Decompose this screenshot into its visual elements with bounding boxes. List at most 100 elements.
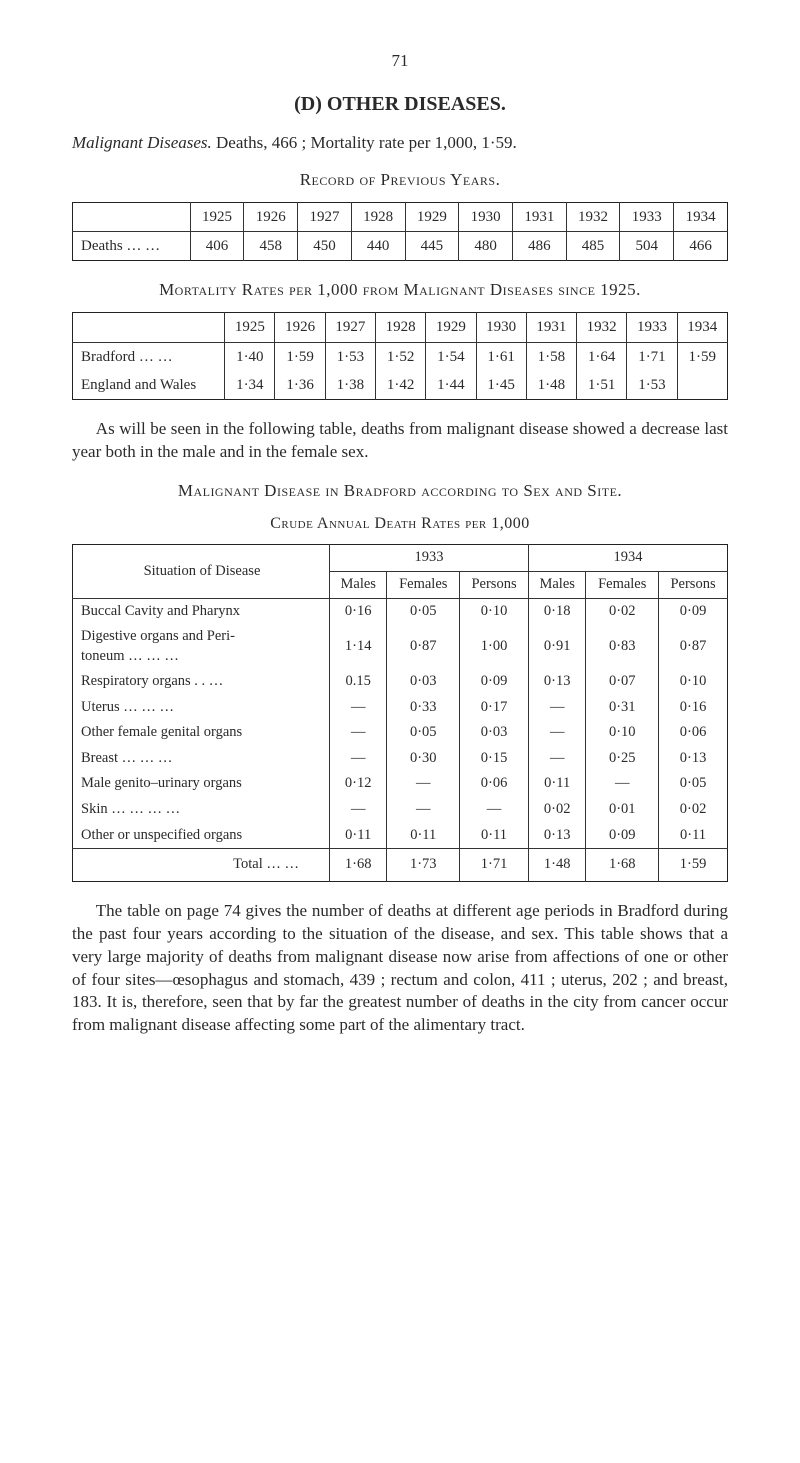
cell: 0·33 [387, 695, 460, 721]
cell: 466 [674, 232, 728, 261]
paragraph: As will be seen in the following table, … [72, 418, 728, 464]
year-header: 1925 [190, 202, 244, 231]
cell: 0·03 [460, 720, 529, 746]
year-header: 1926 [244, 202, 298, 231]
cell: 0·16 [659, 695, 728, 721]
row-label: Buccal Cavity and Pharynx [73, 598, 330, 624]
cell: 0·09 [659, 598, 728, 624]
row-label: Uterus … … … [73, 695, 330, 721]
cell: 0·11 [659, 823, 728, 849]
year-header: 1934 [528, 545, 727, 572]
cell: 1·36 [275, 371, 325, 400]
year-header: 1930 [476, 313, 526, 342]
cell: 0·30 [387, 746, 460, 772]
row-label: Skin … … … … [73, 797, 330, 823]
cell [677, 371, 727, 400]
row-label: Respiratory organs . . … [73, 669, 330, 695]
col-header: Males [330, 571, 387, 598]
cell: 0·02 [586, 598, 659, 624]
cell: 0·13 [528, 669, 585, 695]
cell: 1·71 [627, 342, 677, 371]
crude-heading: Crude Annual Death Rates per 1,000 [72, 513, 728, 535]
cell: — [330, 720, 387, 746]
year-header: 1933 [627, 313, 677, 342]
cell: 1·52 [375, 342, 425, 371]
table-row: Digestive organs and Peri- toneum … … …1… [73, 624, 728, 669]
cell: 0·03 [387, 669, 460, 695]
year-header: 1929 [405, 202, 459, 231]
cell: 450 [298, 232, 352, 261]
cell: 0·05 [387, 720, 460, 746]
row-label: Other or unspecified organs [73, 823, 330, 849]
cell: 0·02 [659, 797, 728, 823]
year-header: 1925 [225, 313, 275, 342]
cell: 1·44 [426, 371, 476, 400]
cell: 1·00 [460, 624, 529, 669]
year-header: 1934 [677, 313, 727, 342]
cell: 1·48 [528, 849, 585, 882]
cell: 1·71 [460, 849, 529, 882]
col-header: Persons [659, 571, 728, 598]
cell: 0·11 [330, 823, 387, 849]
cell: 0·83 [586, 624, 659, 669]
cell: 0·06 [460, 771, 529, 797]
cell: 0·09 [460, 669, 529, 695]
intro-line: Malignant Diseases. Deaths, 466 ; Mortal… [72, 132, 728, 155]
cell: — [528, 720, 585, 746]
year-header: 1931 [512, 202, 566, 231]
table-row: Bradford … … 1·40 1·59 1·53 1·52 1·54 1·… [73, 342, 728, 371]
cell: 0·87 [659, 624, 728, 669]
year-header: 1933 [330, 545, 529, 572]
cell: 0·31 [586, 695, 659, 721]
table-row: 1925 1926 1927 1928 1929 1930 1931 1932 … [73, 202, 728, 231]
cell: 0·13 [528, 823, 585, 849]
cell: 1·59 [659, 849, 728, 882]
col-header: Females [586, 571, 659, 598]
mortality-table: 1925 1926 1927 1928 1929 1930 1931 1932 … [72, 312, 728, 400]
cell: 406 [190, 232, 244, 261]
table-row: Other or unspecified organs0·110·110·110… [73, 823, 728, 849]
deaths-table: 1925 1926 1927 1928 1929 1930 1931 1932 … [72, 202, 728, 262]
cell: 445 [405, 232, 459, 261]
table-row: Other female genital organs—0·050·03—0·1… [73, 720, 728, 746]
table-row: Situation of Disease 1933 1934 [73, 545, 728, 572]
cell: 1·38 [325, 371, 375, 400]
page-number: 71 [72, 50, 728, 73]
cell: 504 [620, 232, 674, 261]
table-row: Respiratory organs . . …0.150·030·090·13… [73, 669, 728, 695]
cell: 1·59 [275, 342, 325, 371]
table-row: Deaths … … 406 458 450 440 445 480 486 4… [73, 232, 728, 261]
cell: 440 [351, 232, 405, 261]
cell: 1·54 [426, 342, 476, 371]
cell: 1·34 [225, 371, 275, 400]
cell: — [387, 771, 460, 797]
cell: 0·11 [460, 823, 529, 849]
year-header: 1926 [275, 313, 325, 342]
year-header: 1929 [426, 313, 476, 342]
year-header: 1928 [375, 313, 425, 342]
cell: 0·11 [528, 771, 585, 797]
cell: 486 [512, 232, 566, 261]
cell: 0·15 [460, 746, 529, 772]
cell: 0·09 [586, 823, 659, 849]
cell: 0·17 [460, 695, 529, 721]
mortality-heading: Mortality Rates per 1,000 from Malignant… [72, 279, 728, 302]
year-header: 1932 [566, 202, 620, 231]
table-row: Uterus … … …—0·330·17—0·310·16 [73, 695, 728, 721]
cell: 0·12 [330, 771, 387, 797]
year-header: 1933 [620, 202, 674, 231]
col-header: Females [387, 571, 460, 598]
row-label: Other female genital organs [73, 720, 330, 746]
paragraph: The table on page 74 gives the number of… [72, 900, 728, 1038]
table-row: England and Wales 1·34 1·36 1·38 1·42 1·… [73, 371, 728, 400]
cell: 0·05 [387, 598, 460, 624]
cell: 1·58 [526, 342, 576, 371]
cell: — [460, 797, 529, 823]
cell: 0·05 [659, 771, 728, 797]
table-row: Buccal Cavity and Pharynx0·160·050·100·1… [73, 598, 728, 624]
cell: — [330, 746, 387, 772]
cell: — [528, 695, 585, 721]
cell: 1·64 [577, 342, 627, 371]
table-row: Skin … … … …———0·020·010·02 [73, 797, 728, 823]
table-row: 1925 1926 1927 1928 1929 1930 1931 1932 … [73, 313, 728, 342]
